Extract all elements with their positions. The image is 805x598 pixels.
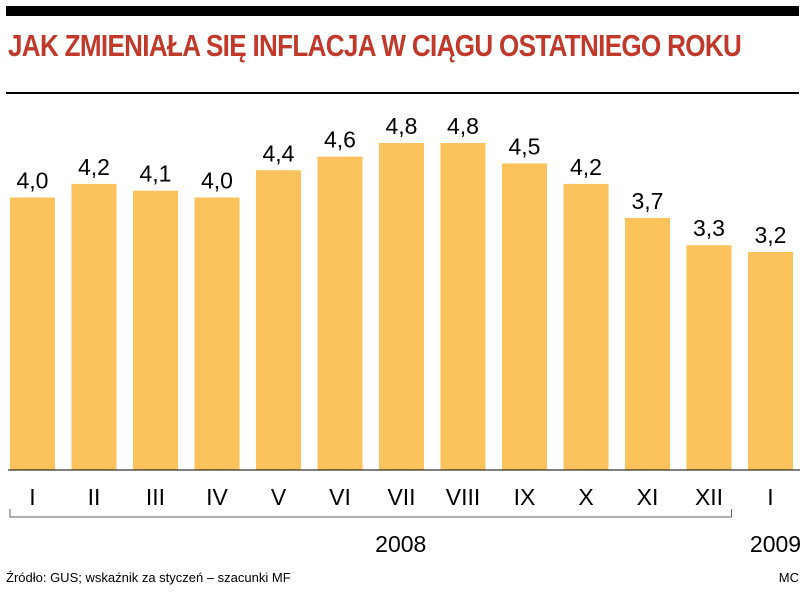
bar [71, 183, 117, 470]
chart-title: JAK ZMIENIAŁA SIĘ INFLACJA W CIĄGU OSTAT… [8, 28, 742, 63]
value-label: 3,2 [755, 222, 787, 248]
top-rule [6, 6, 799, 16]
bar [133, 190, 178, 470]
bar [10, 197, 55, 470]
category-label: IV [206, 484, 228, 510]
value-label: 4,6 [324, 127, 356, 153]
bar-chart: 4,0 I 4,2 II 4,1 III 4,0 IV 4,4 V 4,6 VI 4,8 VII 4,8 VI… [8, 113, 801, 557]
category-label: VIII [446, 484, 481, 510]
category-label: IX [514, 484, 536, 510]
category-label: X [578, 484, 593, 510]
category-label: XII [695, 484, 723, 510]
category-label: I [29, 484, 35, 510]
bar [563, 183, 609, 470]
category-label: VI [329, 484, 351, 510]
value-label: 4,0 [201, 168, 233, 194]
category-label: XI [637, 484, 659, 510]
bar [502, 163, 547, 470]
value-label: 4,0 [17, 168, 49, 194]
title-rule [6, 92, 799, 94]
value-label: 4,8 [447, 113, 479, 139]
chart-area: 4,0 I 4,2 II 4,1 III 4,0 IV 4,4 V 4,6 VI 4,8 VII 4,8 VI… [0, 97, 805, 560]
source-note: Źródło: GUS; wskaźnik za styczeń – szacu… [6, 570, 291, 585]
category-label: VII [387, 484, 415, 510]
category-label: V [271, 484, 287, 510]
category-label: III [146, 484, 165, 510]
value-label: 4,2 [570, 154, 602, 180]
year-label: 2009 [750, 531, 801, 557]
bar [748, 252, 793, 470]
category-label: I [767, 484, 773, 510]
credit: MC [778, 570, 799, 585]
bar [440, 143, 486, 470]
year-bracket [9, 509, 732, 518]
bar [686, 245, 732, 470]
value-label: 4,8 [386, 113, 418, 139]
bar [256, 170, 301, 470]
bar [625, 217, 670, 470]
value-label: 4,2 [78, 154, 110, 180]
bar [194, 197, 240, 470]
bar [379, 143, 424, 470]
bar [317, 156, 363, 470]
value-label: 3,3 [693, 215, 725, 241]
value-label: 4,4 [263, 140, 295, 166]
value-label: 3,7 [632, 188, 664, 214]
year-label: 2008 [375, 531, 426, 557]
category-label: II [88, 484, 101, 510]
value-label: 4,1 [140, 161, 172, 187]
value-label: 4,5 [509, 133, 541, 159]
